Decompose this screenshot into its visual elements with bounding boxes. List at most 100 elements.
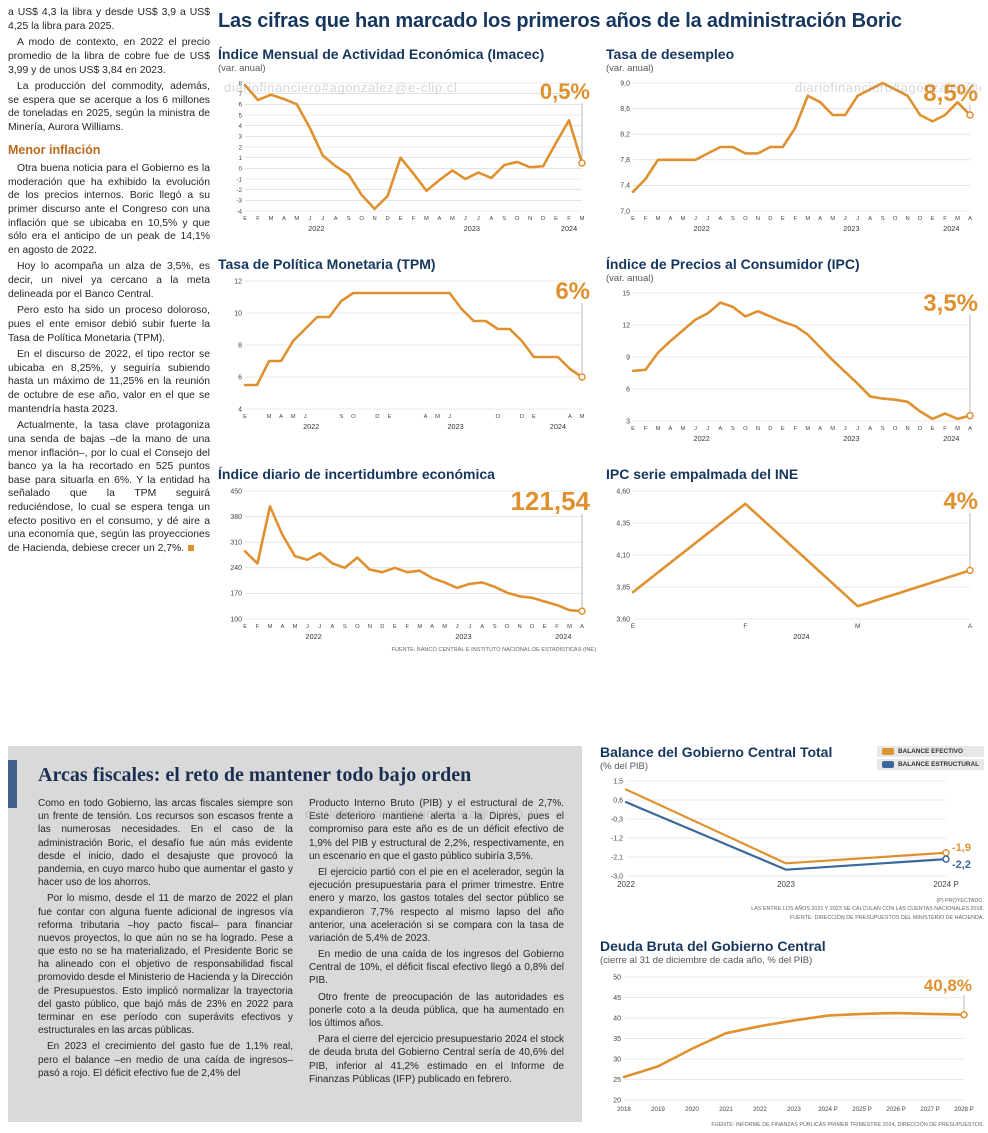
svg-text:M: M xyxy=(442,624,447,630)
svg-text:A: A xyxy=(281,624,285,630)
svg-text:J: J xyxy=(844,426,847,432)
svg-text:E: E xyxy=(393,624,397,630)
svg-text:N: N xyxy=(905,426,909,432)
svg-text:2024 P: 2024 P xyxy=(818,1106,838,1113)
svg-text:-2,2: -2,2 xyxy=(952,859,971,871)
svg-text:N: N xyxy=(756,426,760,432)
svg-text:M: M xyxy=(294,216,299,222)
svg-text:1: 1 xyxy=(239,156,243,162)
svg-text:A: A xyxy=(818,216,822,222)
svg-text:A: A xyxy=(480,624,484,630)
paragraph: Hoy lo acompaña un alza de 3,5%, es deci… xyxy=(8,261,210,300)
svg-text:S: S xyxy=(493,624,497,630)
chart-ipc-empalmada: IPC serie empalmada del INE 4,60 4,35 4,10… xyxy=(606,466,984,662)
debt-footnote: FUENTE: INFORME DE FINANZAS PÚBLICAS PRI… xyxy=(600,1121,984,1129)
svg-text:A: A xyxy=(818,426,822,432)
svg-text:J: J xyxy=(464,216,467,222)
svg-text:J: J xyxy=(304,414,307,420)
paragraph: Como en todo Gobierno, las arcas fiscale… xyxy=(38,798,293,889)
charts-grid: Índice Mensual de Actividad Económica (I… xyxy=(218,46,986,662)
svg-text:A: A xyxy=(282,216,286,222)
estructural-swatch-icon xyxy=(882,761,895,768)
svg-text:O: O xyxy=(505,624,510,630)
svg-text:A: A xyxy=(868,426,872,432)
svg-text:2023: 2023 xyxy=(455,632,471,641)
svg-text:O: O xyxy=(359,216,364,222)
svg-text:O: O xyxy=(893,216,898,222)
paragraph: Por lo mismo, desde el 11 de marzo de 20… xyxy=(38,893,293,1037)
svg-text:170: 170 xyxy=(230,591,242,598)
svg-text:E: E xyxy=(631,216,635,222)
chart-title: Índice diario de incertidumbre económica xyxy=(218,466,495,482)
svg-text:J: J xyxy=(318,624,321,630)
svg-text:D: D xyxy=(768,426,772,432)
paragraph: Producto Interno Bruto (PIB) y el estruc… xyxy=(309,798,564,862)
svg-text:8,2: 8,2 xyxy=(620,132,630,139)
svg-text:J: J xyxy=(694,426,697,432)
svg-text:F: F xyxy=(412,216,416,222)
svg-text:6: 6 xyxy=(626,386,630,393)
svg-text:4,60: 4,60 xyxy=(616,488,630,495)
svg-text:E: E xyxy=(243,216,247,222)
svg-text:F: F xyxy=(256,624,260,630)
paragraph: La producción del commodity, además, se … xyxy=(8,81,210,133)
svg-text:O: O xyxy=(743,426,748,432)
svg-text:S: S xyxy=(731,426,735,432)
svg-text:E: E xyxy=(554,216,558,222)
footnote: FUENTE: DIRECCIÓN DE PRESUPUESTOS DEL MI… xyxy=(789,914,984,921)
svg-text:5: 5 xyxy=(239,113,243,119)
svg-text:M: M xyxy=(424,216,429,222)
chart-title: Tasa de desempleo xyxy=(606,46,735,62)
paragraph: Actualmente, la tasa clave protagoniza u… xyxy=(8,420,210,554)
svg-text:S: S xyxy=(881,216,885,222)
svg-text:D: D xyxy=(375,414,379,420)
svg-text:A: A xyxy=(568,414,572,420)
chart-imacec: Índice Mensual de Actividad Económica (I… xyxy=(218,46,596,242)
svg-text:F: F xyxy=(555,624,559,630)
svg-text:2023: 2023 xyxy=(787,1106,801,1113)
svg-text:J: J xyxy=(448,414,451,420)
svg-text:240: 240 xyxy=(230,565,242,572)
svg-text:O: O xyxy=(355,624,360,630)
svg-text:M: M xyxy=(830,426,835,432)
svg-text:J: J xyxy=(321,216,324,222)
chart-tpm: Tasa de Política Monetaria (TPM) 12 10 8 6 4… xyxy=(218,256,596,452)
svg-text:N: N xyxy=(517,624,521,630)
svg-text:0,6: 0,6 xyxy=(613,797,623,804)
legend-label: BALANCE EFECTIVO xyxy=(898,748,964,755)
svg-text:J: J xyxy=(706,216,709,222)
svg-text:N: N xyxy=(905,216,909,222)
svg-text:M: M xyxy=(580,216,585,222)
svg-text:2024 P: 2024 P xyxy=(933,880,958,889)
paragraph: En 2023 el crecimiento del gasto fue de … xyxy=(38,1041,293,1079)
svg-text:M: M xyxy=(269,216,274,222)
svg-text:E: E xyxy=(931,216,935,222)
svg-text:121,54: 121,54 xyxy=(510,486,590,516)
svg-text:M: M xyxy=(417,624,422,630)
main-headline: Las cifras que han marcado los primeros … xyxy=(218,10,902,32)
left-article-column: a US$ 4,3 la libra y desde US$ 3,9 a US$… xyxy=(8,6,210,559)
paragraph: Otra buena noticia para el Gobierno es l… xyxy=(8,163,210,256)
footnote: LAS ENTRE LOS AÑOS 2021 Y 2023 SE CALCUL… xyxy=(751,906,984,913)
svg-text:4%: 4% xyxy=(943,488,978,515)
svg-text:M: M xyxy=(830,216,835,222)
svg-text:2022: 2022 xyxy=(303,422,319,431)
svg-text:S: S xyxy=(339,414,343,420)
svg-text:-2: -2 xyxy=(237,188,243,194)
svg-text:2018: 2018 xyxy=(617,1106,631,1113)
svg-text:D: D xyxy=(768,216,772,222)
svg-text:A: A xyxy=(968,216,972,222)
svg-text:15: 15 xyxy=(622,290,630,297)
svg-text:2: 2 xyxy=(239,145,243,151)
balance-footnotes: (P) PROYECTADO. LAS ENTRE LOS AÑOS 2021 … xyxy=(600,897,984,922)
fiscal-columns: Como en todo Gobierno, las arcas fiscale… xyxy=(38,797,564,1089)
fiscal-column-1: Como en todo Gobierno, las arcas fiscale… xyxy=(38,797,293,1089)
chart-subtitle: (% del PIB) xyxy=(600,761,649,772)
svg-text:9,0: 9,0 xyxy=(620,80,630,87)
svg-text:2022: 2022 xyxy=(694,224,710,233)
svg-text:50: 50 xyxy=(613,974,621,981)
svg-text:7,8: 7,8 xyxy=(620,157,630,164)
svg-text:40,8%: 40,8% xyxy=(924,976,972,995)
svg-text:O: O xyxy=(515,216,520,222)
